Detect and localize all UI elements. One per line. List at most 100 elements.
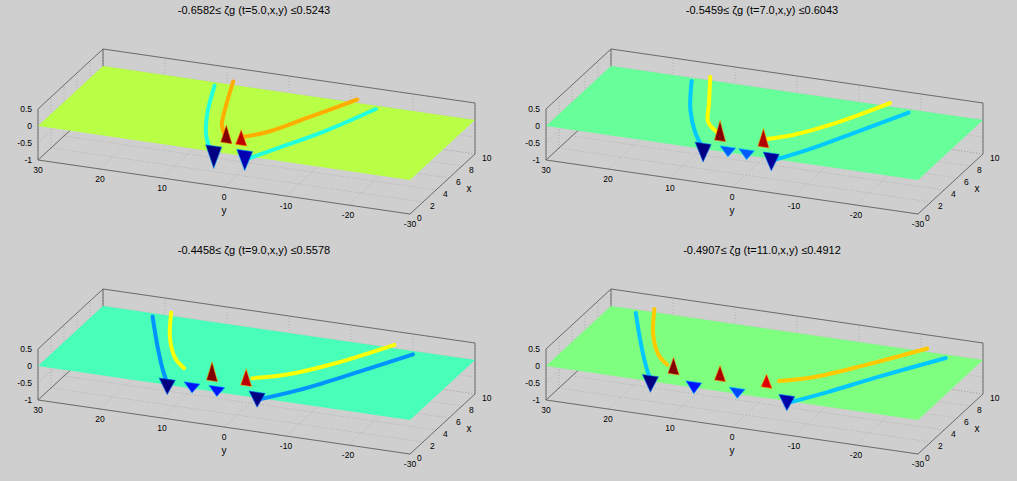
trough [729,387,745,398]
y-tick-label: -20 [342,210,355,220]
z-axis-line [546,109,547,160]
z-tick-label: -0.5 [17,138,32,148]
panel-title: -0.4907≤ ζg (t=11.0,x,y) ≤0.4912 [683,244,841,256]
grid-line [546,109,547,160]
x-tick-label: 0 [925,453,930,463]
trough [779,394,795,410]
box-edge [475,343,476,394]
trough [738,148,754,159]
y-tick-label: 0 [222,192,227,202]
trough [720,146,736,157]
plot-area [546,66,983,180]
z-tick-label: 0 [535,121,540,131]
wake-crest [243,100,357,137]
z-tick-label: -1 [24,395,32,405]
box-edge [475,103,476,154]
z-axis-line [38,109,39,160]
crest [668,357,679,374]
panel: -30-20-1001020300246810-1-0.500.5yx-0.54… [525,4,999,229]
y-tick-label: -30 [404,459,417,469]
x-tick-label: 4 [443,429,448,439]
y-axis-title: y [222,445,227,456]
crest [714,120,725,141]
trough [249,391,265,407]
z-tick-label: 0.5 [20,104,32,114]
y-tick-label: 0 [222,432,227,442]
grid-line [475,103,476,154]
panel: -30-20-1001020300246810-1-0.500.5yx-0.44… [17,244,491,469]
y-tick-label: 30 [33,405,43,415]
y-tick-label: 30 [541,165,551,175]
y-tick-label: 20 [95,414,105,424]
x-tick-label: 8 [469,405,474,415]
x-tick-label: 2 [430,201,435,211]
panel: -30-20-1001020300246810-1-0.500.5yx-0.65… [17,4,491,229]
trough [695,142,711,162]
z-tick-label: -1 [532,155,540,165]
y-tick-label: -10 [788,441,801,451]
y-tick-label: 20 [95,174,105,184]
x-tick-label: 2 [938,201,943,211]
y-tick-label: -30 [404,219,417,229]
wake-crest [252,345,394,378]
y-tick-label: -20 [850,450,863,460]
y-tick-label: 20 [603,414,613,424]
wake-crest [707,77,717,132]
surface-plate [38,66,475,180]
labels: -30-20-1001020300246810-1-0.500.5yx-0.44… [17,244,491,469]
crest [221,125,232,143]
panel-title: -0.5459≤ ζg (t=7.0,x,y) ≤0.6043 [686,4,838,16]
trough [209,385,225,396]
z-tick-label: 0 [27,361,32,371]
z-tick-label: 0.5 [20,344,32,354]
z-axis-line [546,349,547,400]
x-tick-label: 8 [469,165,474,175]
crest [241,369,252,387]
box-edge [983,343,984,394]
grid-line [546,349,547,400]
trough [237,149,253,171]
axes-box [546,289,983,454]
x-tick-label: 8 [977,405,982,415]
wake-crest [636,313,652,383]
z-tick-label: 0.5 [528,344,540,354]
crest [714,366,725,382]
x-tick-label: 0 [417,453,422,463]
axes-box [38,289,475,454]
grid-line [38,349,39,400]
x-axis-title: x [467,423,472,434]
trough [763,152,779,171]
z-tick-label: -0.5 [525,138,540,148]
z-tick-label: -0.5 [17,378,32,388]
crest [761,374,772,388]
z-tick-label: -1 [532,395,540,405]
x-tick-label: 10 [990,393,1000,403]
x-tick-label: 4 [951,189,956,199]
z-tick-label: 0 [535,361,540,371]
y-axis-title: y [730,445,735,456]
y-tick-label: 30 [541,405,551,415]
wake-crest [153,317,169,387]
x-axis-title: x [975,183,980,194]
wake-crest [206,86,215,153]
x-axis-title: x [467,183,472,194]
axes-box [38,49,475,214]
x-tick-label: 4 [951,429,956,439]
trough [184,382,200,393]
y-axis-title: y [730,205,735,216]
x-tick-label: 6 [456,177,461,187]
y-tick-label: -10 [280,201,293,211]
y-tick-label: -30 [912,219,925,229]
y-tick-label: 20 [603,174,613,184]
crest [236,130,247,146]
labels: -30-20-1001020300246810-1-0.500.5yx-0.65… [17,4,491,229]
plot-area [38,66,475,180]
z-tick-label: 0.5 [528,104,540,114]
y-tick-label: 0 [730,432,735,442]
box-edge [983,103,984,154]
trough [642,374,658,392]
y-tick-label: 0 [730,192,735,202]
crest [758,128,769,148]
trough [206,145,222,169]
trough [686,381,702,394]
